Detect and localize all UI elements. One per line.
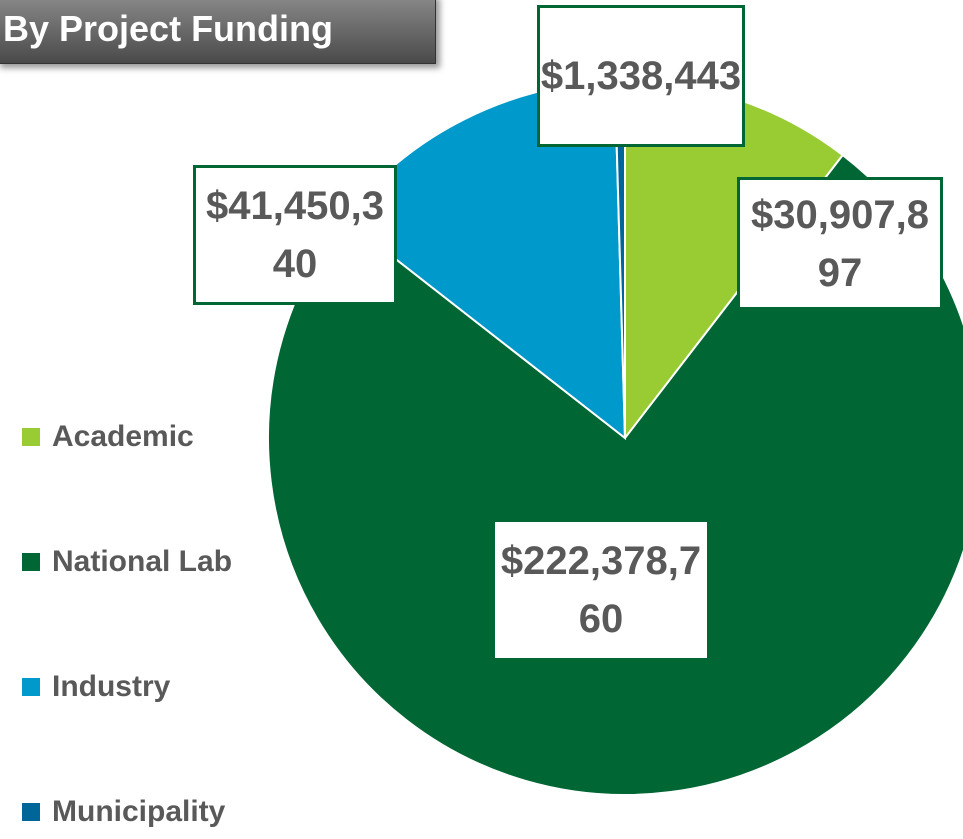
data-label: $1,338,443 bbox=[537, 5, 745, 147]
data-label: $30,907,897 bbox=[737, 177, 943, 310]
legend-label: Municipality bbox=[52, 795, 226, 828]
data-label: $222,378,760 bbox=[495, 522, 707, 658]
legend-label: National Lab bbox=[52, 545, 233, 578]
legend-item: Municipality bbox=[22, 795, 225, 829]
legend-swatch bbox=[22, 678, 40, 696]
legend-label: Academic bbox=[52, 420, 194, 453]
legend-label: Industry bbox=[52, 670, 171, 703]
legend-item: National Lab bbox=[22, 545, 232, 579]
legend-swatch bbox=[22, 553, 40, 571]
legend-swatch bbox=[22, 428, 40, 446]
data-label: $41,450,340 bbox=[193, 165, 397, 305]
chart-title: By Project Funding bbox=[0, 0, 436, 64]
pie-slice bbox=[267, 153, 963, 796]
legend-item: Industry bbox=[22, 670, 170, 704]
legend-swatch bbox=[22, 803, 40, 821]
legend-item: Academic bbox=[22, 420, 194, 454]
